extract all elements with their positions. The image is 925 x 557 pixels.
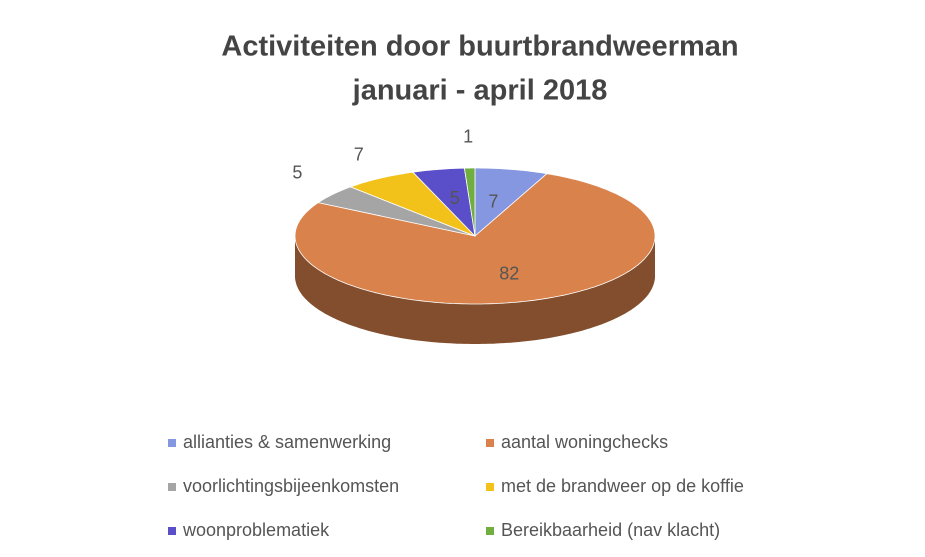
legend-swatch [168,527,176,535]
legend-label: woonproblematiek [182,520,330,540]
data-label: 82 [499,263,519,283]
data-label: 7 [488,191,498,211]
legend-label: Bereikbaarheid (nav klacht) [501,520,720,540]
legend-swatch [486,439,494,447]
pie-slice [349,171,476,237]
legend-swatch [486,483,494,491]
legend-swatch [486,527,494,535]
pie-slice [294,173,656,305]
pie-slice [317,186,476,237]
legend-label: met de brandweer op de koffie [501,476,744,496]
pie-slice [412,167,476,238]
chart-title: Activiteiten door buurtbrandweerman [221,31,738,63]
data-label: 5 [450,188,460,208]
pie-slice [463,167,476,237]
data-label: 5 [292,163,302,183]
legend-swatch [168,483,176,491]
chart-subtitle: januari - april 2018 [352,75,608,107]
pie-side [295,236,655,344]
legend-label: allianties & samenwerking [183,432,391,452]
pie-slice [474,167,548,237]
legend-label: voorlichtingsbijeenkomsten [183,476,399,496]
legend-label: aantal woningchecks [501,432,668,452]
legend-swatch [168,439,176,447]
data-label: 1 [463,126,473,146]
data-label: 7 [354,144,364,164]
